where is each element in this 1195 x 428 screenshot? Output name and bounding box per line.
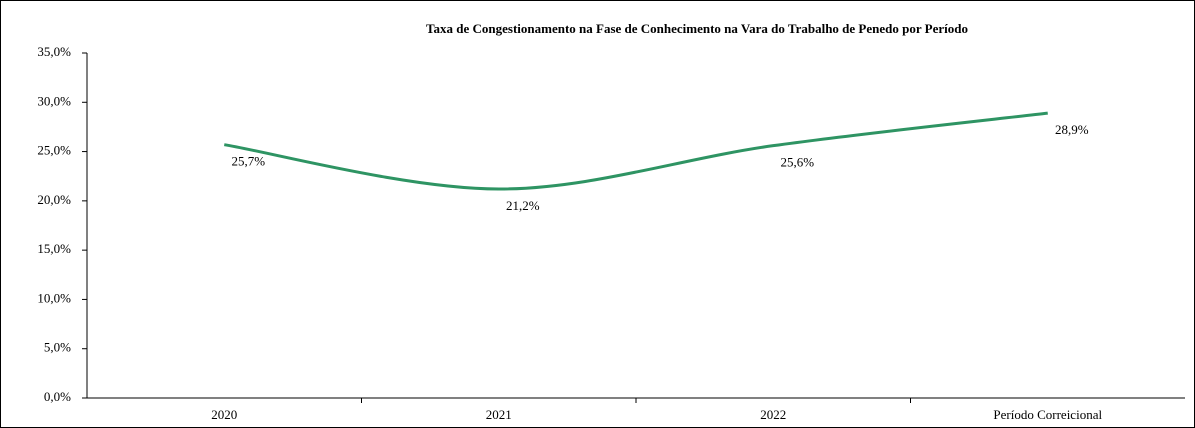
data-label: 25,6% (780, 155, 814, 170)
x-tick-label: 2022 (760, 407, 786, 422)
y-tick-label: 25,0% (37, 143, 71, 158)
x-tick-label: 2020 (211, 407, 237, 422)
y-tick-label: 30,0% (37, 93, 71, 108)
y-tick-label: 0,0% (44, 389, 71, 404)
data-label: 28,9% (1055, 122, 1089, 137)
line (224, 111, 1048, 191)
x-tick-label: 2021 (486, 407, 512, 422)
y-tick-label: 5,0% (44, 340, 71, 355)
y-tick-label: 20,0% (37, 192, 71, 207)
y-tick-label: 10,0% (37, 290, 71, 305)
data-label: 21,2% (506, 198, 540, 213)
x-tick-label: Período Correicional (993, 407, 1102, 422)
data-label: 25,7% (231, 154, 265, 169)
chart-title: Taxa de Congestionamento na Fase de Conh… (426, 21, 968, 36)
y-tick-label: 15,0% (37, 241, 71, 256)
y-tick-label: 35,0% (37, 44, 71, 59)
